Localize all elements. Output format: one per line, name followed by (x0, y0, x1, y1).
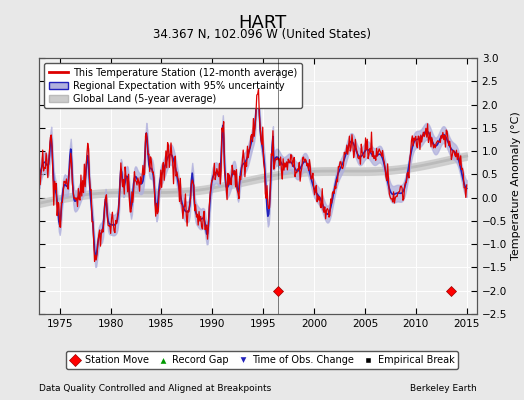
Text: Berkeley Earth: Berkeley Earth (410, 384, 477, 393)
Text: HART: HART (238, 14, 286, 32)
Legend: Station Move, Record Gap, Time of Obs. Change, Empirical Break: Station Move, Record Gap, Time of Obs. C… (66, 351, 458, 369)
Text: Data Quality Controlled and Aligned at Breakpoints: Data Quality Controlled and Aligned at B… (39, 384, 271, 393)
Y-axis label: Temperature Anomaly (°C): Temperature Anomaly (°C) (511, 112, 521, 260)
Legend: This Temperature Station (12-month average), Regional Expectation with 95% uncer: This Temperature Station (12-month avera… (44, 63, 302, 108)
Text: 34.367 N, 102.096 W (United States): 34.367 N, 102.096 W (United States) (153, 28, 371, 41)
